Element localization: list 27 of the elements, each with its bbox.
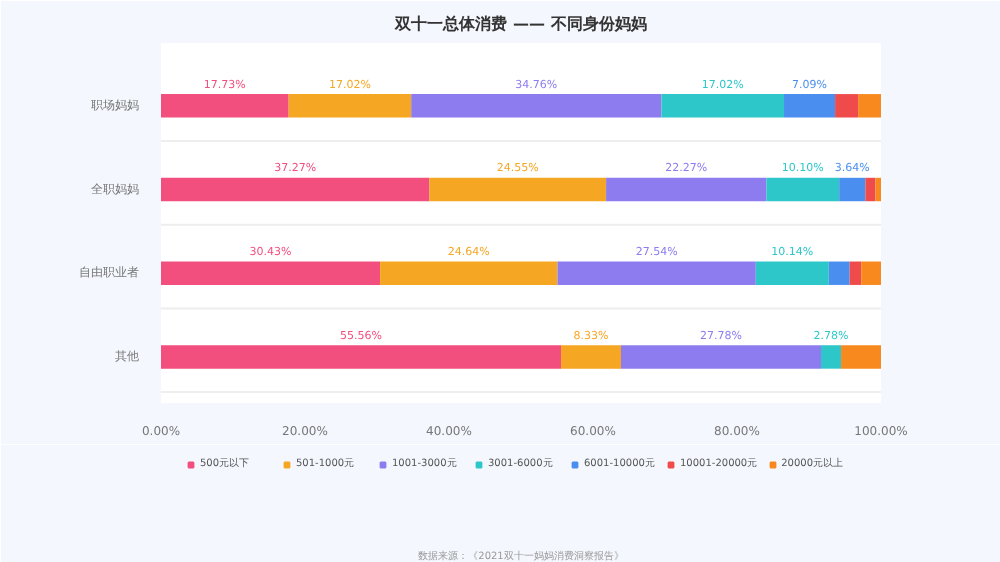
bar [288,94,412,118]
bar [821,345,842,369]
bar [411,94,662,118]
bar [755,261,829,285]
bar [828,261,850,285]
bar [161,177,430,202]
bar [161,94,289,118]
bar [865,177,876,202]
bar [875,177,881,202]
bar [849,261,862,285]
bar [380,261,558,285]
bar [429,177,607,202]
bar [161,345,562,369]
bar [841,345,881,369]
bar [858,94,881,118]
bar [661,94,785,118]
bar [161,261,381,285]
bar [561,345,622,369]
bar [861,261,881,285]
bar [606,177,767,202]
bar [621,345,822,369]
chart-title: 双十一总体消费 —— 不同身份妈妈 [393,15,647,33]
bar [784,94,836,118]
bar [557,261,756,285]
bar [835,94,859,118]
bar [766,177,840,202]
bar [839,177,866,202]
